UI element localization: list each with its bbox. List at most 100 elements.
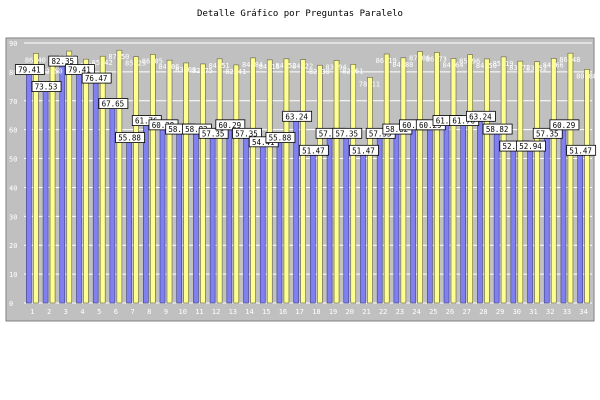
bar-series-2 xyxy=(133,56,139,304)
x-tick-label: 29 xyxy=(496,308,504,316)
y-tick-label: 90 xyxy=(9,40,17,48)
bar-series-2 xyxy=(233,64,240,304)
data-label-series-1: 51.47 xyxy=(302,146,325,155)
x-tick-label: 2 xyxy=(47,308,51,316)
data-label-series-1: 55.88 xyxy=(118,134,141,143)
data-label-box xyxy=(115,132,145,143)
bar-series-2 xyxy=(383,53,390,304)
bar-series-1 xyxy=(527,149,533,304)
data-label-box xyxy=(516,140,546,152)
x-tick-label: 28 xyxy=(479,308,487,316)
y-tick-label: 50 xyxy=(9,156,17,164)
data-label-series-2: 83.72 xyxy=(509,64,530,72)
bar-series-2 xyxy=(550,58,557,304)
data-label-box xyxy=(282,110,313,122)
data-label-series-1: 55.88 xyxy=(269,134,292,143)
bar-series-2 xyxy=(99,55,106,304)
data-label-series-1: 58.82 xyxy=(386,125,409,134)
data-label-box xyxy=(232,127,262,139)
x-tick-label: 9 xyxy=(164,308,168,316)
data-label-series-2: 83.52 xyxy=(526,65,547,73)
bar-series-2 xyxy=(183,62,190,304)
bar-series-2 xyxy=(517,60,524,304)
data-label-series-1: 60.29 xyxy=(402,121,425,130)
x-tick-label: 20 xyxy=(346,308,354,316)
data-label-series-2: 84.16 xyxy=(259,63,280,71)
x-tick-label: 8 xyxy=(147,308,151,316)
data-label-series-1: 61.76 xyxy=(135,117,158,126)
data-label-series-2: 84.50 xyxy=(476,62,497,70)
data-label-series-1: 57.35 xyxy=(536,129,559,138)
data-label-series-1: 51.47 xyxy=(352,146,375,155)
data-label-series-2: 78.11 xyxy=(359,80,380,88)
data-label-series-1: 54.41 xyxy=(252,138,275,147)
bar-series-2 xyxy=(350,64,357,304)
data-label-box xyxy=(14,64,45,75)
data-label-series-1: 57.35 xyxy=(335,129,358,138)
data-label-series-1: 60.29 xyxy=(219,121,242,130)
data-label-box xyxy=(265,132,296,143)
bar-series-2 xyxy=(83,58,89,304)
x-tick-label: 27 xyxy=(462,308,470,316)
bar-series-1 xyxy=(293,120,299,304)
data-label-series-1: 57.35 xyxy=(202,129,225,138)
data-label-box xyxy=(482,123,513,135)
y-tick-label: 70 xyxy=(9,98,17,106)
x-tick-label: 18 xyxy=(312,308,320,316)
x-tick-label: 31 xyxy=(529,308,537,316)
data-label-series-1: 60.29 xyxy=(152,121,175,130)
data-label-series-1: 52.94 xyxy=(503,142,526,151)
bar-series-1 xyxy=(142,124,149,304)
bar-series-1 xyxy=(577,154,583,304)
bar-series-2 xyxy=(433,52,440,304)
x-tick-label: 25 xyxy=(429,308,437,316)
data-label-series-2: 85.19 xyxy=(493,60,514,68)
bar-series-1 xyxy=(393,132,400,304)
x-tick-label: 5 xyxy=(97,308,101,316)
x-tick-label: 4 xyxy=(80,308,84,316)
bar-series-1 xyxy=(493,132,500,304)
x-tick-label: 14 xyxy=(245,308,253,316)
bar-series-2 xyxy=(317,64,323,304)
bar-series-1 xyxy=(443,124,450,304)
x-tick-label: 10 xyxy=(178,308,186,316)
data-label-series-1: 79.41 xyxy=(68,66,91,75)
bar-series-1 xyxy=(109,107,116,304)
bar-series-1 xyxy=(460,124,467,304)
x-tick-label: 17 xyxy=(295,308,303,316)
bar-series-1 xyxy=(343,137,350,304)
bar-series-2 xyxy=(333,60,340,304)
x-tick-label: 6 xyxy=(114,308,118,316)
x-tick-label: 3 xyxy=(64,308,68,316)
data-label-series-2: 80.88 xyxy=(576,72,597,80)
bar-series-1 xyxy=(376,137,383,304)
bar-series-1 xyxy=(26,73,32,304)
x-tick-label: 1 xyxy=(30,308,34,316)
data-label-series-1: 60.29 xyxy=(553,121,576,130)
data-label-series-1: 82.35 xyxy=(51,57,74,66)
data-label-series-2: 82.41 xyxy=(225,68,246,76)
data-label-box xyxy=(198,127,229,139)
bar-series-2 xyxy=(216,58,223,304)
data-label-series-2: 86.19 xyxy=(376,57,397,65)
data-label-box xyxy=(349,144,379,156)
x-tick-label: 26 xyxy=(446,308,454,316)
y-tick-label: 30 xyxy=(9,213,17,221)
data-label-box xyxy=(549,119,580,131)
data-label-series-2: 85.25 xyxy=(125,60,146,68)
data-label-series-2: 84.64 xyxy=(442,61,463,69)
bar-series-2 xyxy=(467,54,474,304)
bar-series-1 xyxy=(243,137,249,304)
bar-series-1 xyxy=(159,128,166,304)
data-label-series-2: 82.30 xyxy=(309,68,330,76)
data-label-series-2: 85.96 xyxy=(459,58,480,66)
data-label-series-1: 60.29 xyxy=(419,121,442,130)
data-label-series-2: 84.51 xyxy=(209,62,230,70)
data-label-series-2: 86.05 xyxy=(142,57,163,65)
y-tick-label: 60 xyxy=(9,127,17,135)
bar-series-2 xyxy=(250,57,256,304)
bar-series-2 xyxy=(484,58,490,304)
data-label-series-2: 84.06 xyxy=(158,63,179,71)
bar-series-1 xyxy=(510,149,517,304)
